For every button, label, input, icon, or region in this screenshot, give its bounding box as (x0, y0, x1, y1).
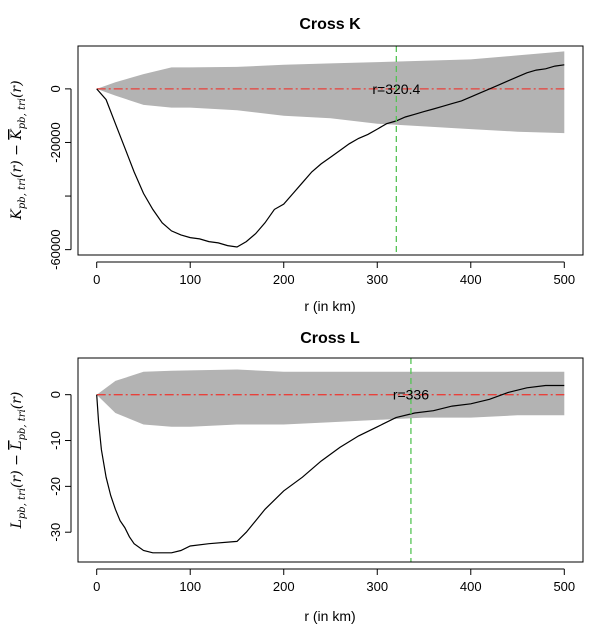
x-axis-label: r (in km) (304, 298, 355, 314)
x-axis-label: r (in km) (304, 608, 355, 624)
y-tick-label: -20 (48, 477, 63, 496)
chart-title: Cross L (300, 330, 360, 347)
chart-title: Cross K (299, 16, 361, 33)
x-tick-label: 400 (460, 272, 482, 287)
x-tick-label: 500 (553, 272, 575, 287)
x-tick-label: 300 (366, 579, 388, 594)
y-tick-label: -30 (48, 523, 63, 542)
plot-frame (77, 45, 584, 256)
envelope-band (96, 369, 565, 427)
series-line (96, 64, 565, 248)
marker-label: r=320.4 (372, 81, 420, 97)
x-tick-label: 100 (179, 579, 201, 594)
y-axis-label: Kpb, tri(r) − Kpb, tri(r) (9, 80, 28, 220)
y-tick-label: -10 (48, 431, 63, 450)
x-tick-label: 200 (273, 272, 295, 287)
cross-l-panel: Cross L r=336 0 100 200 300 400 500 -30 -20 -10… (9, 330, 584, 624)
series-line (96, 384, 565, 554)
x-tick-label: 300 (366, 272, 388, 287)
y-axis-label: Lpb, tri(r) − Lpb, tri(r) (9, 392, 28, 530)
x-tick-label: 0 (93, 579, 100, 594)
x-tick-label: 500 (553, 579, 575, 594)
y-tick-label: 0 (48, 391, 63, 398)
y-tick-label: -60000 (48, 229, 63, 269)
x-tick-label: 100 (179, 272, 201, 287)
plot-frame (77, 357, 584, 563)
y-tick-label: 0 (48, 85, 63, 92)
y-tick-label: -20000 (48, 122, 63, 162)
x-tick-label: 0 (93, 272, 100, 287)
marker-label: r=336 (393, 387, 429, 403)
x-tick-label: 200 (273, 579, 295, 594)
envelope-band (96, 51, 565, 134)
x-tick-label: 400 (460, 579, 482, 594)
cross-k-panel: Cross K r=320.4 0 100 200 300 400 500 -60000 -… (9, 16, 584, 314)
